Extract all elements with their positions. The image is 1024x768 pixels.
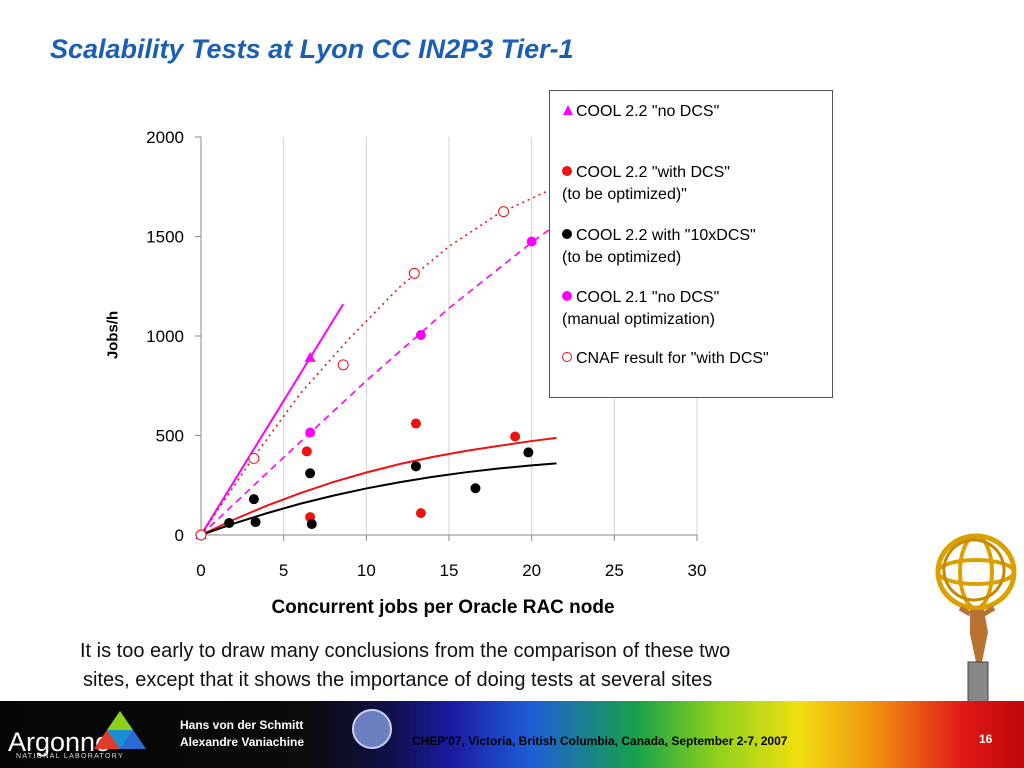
data-point-series-2	[248, 494, 259, 505]
x-tick-label: 0	[196, 561, 205, 580]
data-point-series-2	[305, 468, 316, 479]
author-2: Alexandre Vaniachine	[180, 735, 305, 749]
note-line-1: It is too early to draw many conclusions…	[80, 640, 731, 662]
data-point-series-3	[305, 427, 316, 438]
y-tick-label: 500	[156, 427, 184, 446]
magenta-dot-icon	[562, 287, 576, 309]
legend-entry-cool22-10xdcs: COOL 2.2 with "10xDCS" (to be optimized)	[562, 225, 756, 269]
page-number: 16	[979, 732, 993, 746]
trendline-series-2	[200, 462, 557, 536]
authors: Hans von der Schmitt Alexandre Vaniachin…	[180, 717, 304, 751]
legend-entry-cnaf: CNAF result for "with DCS"	[562, 348, 769, 370]
x-tick-label: 30	[688, 561, 707, 580]
argonne-wordmark: Argonne	[8, 727, 111, 757]
data-point-series-4	[498, 206, 510, 218]
data-point-series-2	[306, 519, 317, 530]
author-1: Hans von der Schmitt	[180, 718, 304, 732]
note-line-2: sites, except that it shows the importan…	[83, 669, 713, 691]
y-tick-label: 0	[175, 526, 184, 545]
legend-label: COOL 2.1 "no DCS" (manual optimization)	[562, 289, 720, 328]
data-point-series-0	[304, 351, 316, 362]
y-tick-label: 1500	[146, 228, 184, 247]
data-point-series-1	[301, 446, 312, 457]
chart-trendlines	[200, 190, 574, 536]
x-tick-label: 20	[522, 561, 541, 580]
trendline-series-0	[200, 303, 345, 536]
chart-points	[195, 206, 537, 541]
data-point-series-4	[408, 267, 420, 279]
conclusion-note: It is too early to draw many conclusions…	[80, 637, 930, 695]
institute-seal-icon	[352, 709, 392, 749]
data-point-series-1	[410, 418, 421, 429]
chart-ticks: 0 500 1000 1500 2000 0 5 10 15 20 25 30	[146, 128, 706, 580]
conference-info: CHEP'07, Victoria, British Columbia, Can…	[412, 734, 788, 748]
x-tick-label: 15	[440, 561, 459, 580]
x-axis-label: Concurrent jobs per Oracle RAC node	[271, 597, 615, 618]
legend-entry-cool22-with-dcs: COOL 2.2 "with DCS" (to be optimized)"	[562, 162, 730, 206]
trendline-series-1	[200, 436, 557, 536]
argonne-subtitle: NATIONAL LABORATORY	[16, 753, 124, 760]
legend-label: COOL 2.2 with "10xDCS" (to be optimized)	[562, 227, 756, 266]
trendline-series-4	[200, 190, 549, 536]
slide-footer: Argonne NATIONAL LABORATORY Hans von der…	[0, 701, 1024, 768]
legend-label: COOL 2.2 "with DCS" (to be optimized)"	[562, 164, 730, 203]
data-point-series-4	[248, 452, 260, 464]
triangle-marker-icon	[562, 101, 576, 123]
legend-entry-cool22-no-dcs: COOL 2.2 "no DCS"	[562, 101, 719, 123]
data-point-series-4	[195, 529, 207, 541]
y-tick-label: 2000	[146, 128, 184, 147]
data-point-series-2	[250, 517, 261, 528]
data-point-series-4	[337, 359, 349, 371]
red-dot-icon	[562, 162, 576, 184]
legend-label: COOL 2.2 "no DCS"	[576, 103, 720, 120]
data-point-series-1	[510, 431, 521, 442]
slide-title: Scalability Tests at Lyon CC IN2P3 Tier-…	[50, 34, 574, 64]
data-point-series-2	[523, 447, 534, 458]
x-tick-label: 5	[279, 561, 288, 580]
data-point-series-3	[415, 330, 426, 341]
open-circle-icon	[562, 348, 576, 370]
argonne-triangle-logo-icon	[94, 711, 146, 749]
legend-label: CNAF result for "with DCS"	[576, 350, 769, 367]
x-tick-label: 25	[605, 561, 624, 580]
legend-entry-cool21-no-dcs: COOL 2.1 "no DCS" (manual optimization)	[562, 287, 719, 331]
trendline-series-3	[200, 211, 574, 536]
data-point-series-2	[224, 518, 235, 529]
data-point-series-2	[410, 461, 421, 472]
atlas-figure-icon	[935, 533, 1017, 705]
black-dot-icon	[562, 225, 576, 247]
y-axis-label: Jobs/h	[104, 310, 122, 360]
data-point-series-1	[415, 508, 426, 519]
y-tick-label: 1000	[146, 327, 184, 346]
data-point-series-3	[526, 236, 537, 247]
data-point-series-2	[470, 483, 481, 494]
chart-legend: COOL 2.2 "no DCS" COOL 2.2 "with DCS" (t…	[549, 90, 833, 398]
x-tick-label: 10	[357, 561, 376, 580]
